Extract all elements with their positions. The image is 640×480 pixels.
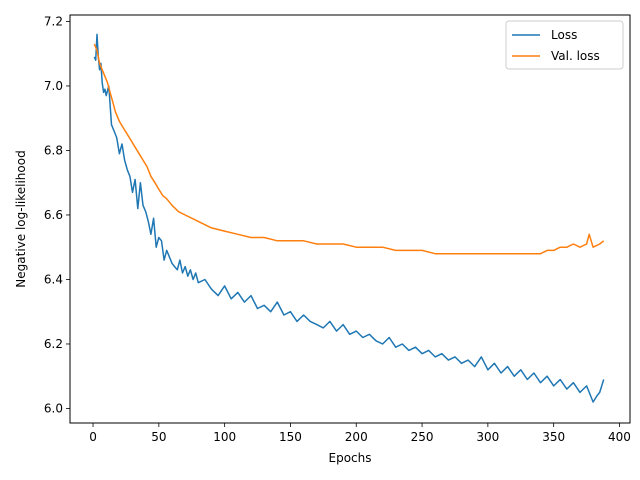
y-tick-label: 7.2 bbox=[44, 14, 63, 28]
legend-label-loss: Loss bbox=[551, 28, 577, 42]
x-axis-label: Epochs bbox=[329, 451, 372, 465]
legend-box bbox=[505, 20, 624, 70]
series-line-val-loss bbox=[93, 43, 605, 255]
x-tick-label: 0 bbox=[89, 430, 97, 444]
x-tick-label: 300 bbox=[476, 430, 499, 444]
plot-frame bbox=[69, 14, 631, 424]
y-tick-label: 6.6 bbox=[44, 208, 63, 222]
x-tick-label: 100 bbox=[213, 430, 236, 444]
x-tick-label: 50 bbox=[151, 430, 166, 444]
x-tick-label: 200 bbox=[345, 430, 368, 444]
series-line-loss bbox=[93, 33, 605, 403]
y-tick-label: 6.2 bbox=[44, 337, 63, 351]
series-lines bbox=[93, 33, 605, 403]
x-tick-label: 350 bbox=[542, 430, 565, 444]
x-tick-label: 250 bbox=[411, 430, 434, 444]
axis-ticks: 0 50 100 150 200 250 300 350 400 6.0 6.2 6.4 6.6 6.8 7… bbox=[44, 14, 631, 444]
legend-label-val-loss: Val. loss bbox=[551, 49, 600, 63]
y-tick-label: 6.0 bbox=[44, 401, 63, 415]
y-tick-label: 6.4 bbox=[44, 272, 63, 286]
y-tick-label: 7.0 bbox=[44, 79, 63, 93]
x-tick-label: 400 bbox=[608, 430, 631, 444]
y-tick-label: 6.8 bbox=[44, 143, 63, 157]
x-tick-label: 150 bbox=[279, 430, 302, 444]
legend: Loss Val. loss bbox=[505, 20, 624, 70]
y-axis-label: Negative log-likelihood bbox=[14, 150, 28, 287]
